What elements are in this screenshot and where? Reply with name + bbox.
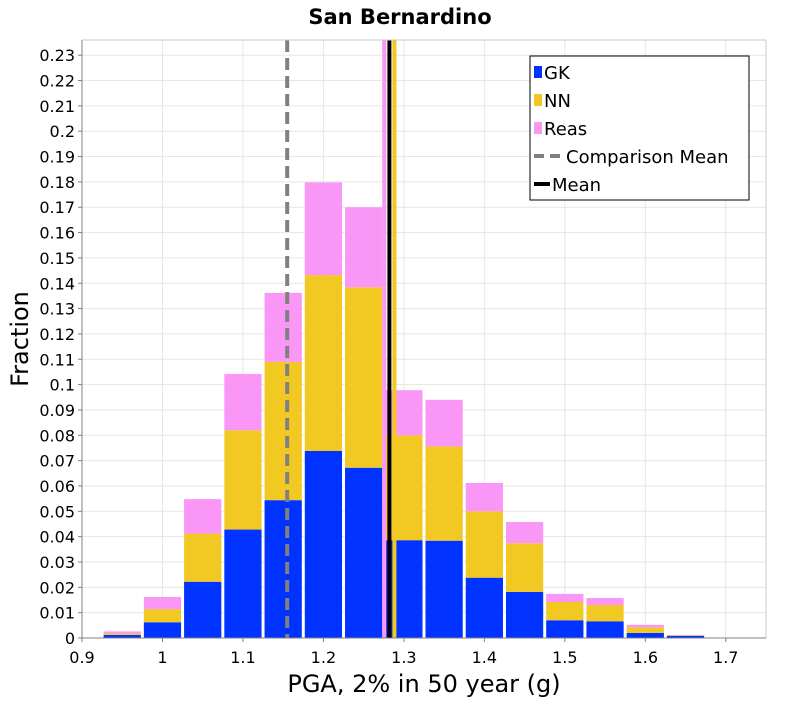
y-tick-label: 0.06	[39, 477, 75, 496]
y-tick-label: 0.19	[39, 148, 75, 167]
x-tick-label: 1.6	[633, 648, 658, 667]
bar-nn	[465, 511, 503, 578]
x-tick-label: 1.3	[391, 648, 416, 667]
bar-gk	[626, 632, 664, 638]
legend-swatch-gk	[534, 66, 542, 78]
y-tick-label: 0.18	[39, 173, 75, 192]
bar-gk	[465, 577, 503, 638]
legend-swatch-reas	[534, 122, 542, 134]
x-tick-label: 1.4	[472, 648, 497, 667]
bar-nn	[184, 533, 222, 582]
bar-nn	[264, 361, 302, 501]
legend-label: Comparison Mean	[566, 147, 729, 168]
bar-reas	[546, 593, 584, 603]
bar-nn	[224, 430, 262, 530]
legend-label: Reas	[544, 119, 587, 140]
y-tick-label: 0.16	[39, 224, 75, 243]
bar-gk	[505, 591, 544, 638]
bar-nn	[143, 609, 182, 623]
bar-nn	[385, 435, 423, 541]
y-tick-label: 0.03	[39, 553, 75, 572]
y-tick-label: 0.17	[39, 198, 75, 217]
y-axis-label: Fraction	[6, 291, 34, 387]
bar-reas	[184, 499, 222, 534]
bar-nn	[626, 627, 664, 633]
bar-reas	[425, 399, 463, 447]
bar-gk	[425, 540, 463, 638]
x-tick-label: 1.7	[713, 648, 738, 667]
bar-nn	[304, 275, 343, 451]
bar-reas	[304, 182, 343, 276]
y-tick-label: 0.15	[39, 249, 75, 268]
y-tick-label: 0.22	[39, 72, 75, 91]
bar-reas	[666, 634, 705, 636]
y-tick-label: 0.1	[50, 376, 75, 395]
bar-nn	[345, 287, 383, 468]
x-tick-label: 1.1	[230, 648, 255, 667]
y-tick-label: 0.08	[39, 426, 75, 445]
x-tick-label: 1.2	[311, 648, 336, 667]
y-tick-label: 0.21	[39, 97, 75, 116]
bar-reas	[345, 207, 383, 288]
bar-gk	[304, 450, 343, 638]
y-tick-label: 0.07	[39, 452, 75, 471]
bar-reas	[103, 631, 141, 634]
bar-nn	[546, 602, 584, 621]
bar-gk	[345, 467, 383, 638]
x-axis-label: PGA, 2% in 50 year (g)	[287, 670, 560, 698]
bar-gk	[264, 500, 302, 638]
bar-gk	[143, 622, 182, 638]
axes: 0 0.01 0.02 0.03 0.04 0.05 0.06 0.07 0.08 0.09 0.1…	[39, 39, 767, 667]
bar-gk	[586, 621, 624, 638]
bar-gk	[224, 529, 262, 638]
bars	[103, 182, 705, 638]
legend: GK NN Reas Comparison Mean Mean	[529, 55, 750, 201]
bar-nn	[505, 543, 544, 592]
bar-reas	[626, 624, 664, 628]
y-tick-label: 0.09	[39, 401, 75, 420]
legend-box	[529, 55, 750, 201]
bar-gk	[385, 540, 423, 638]
y-tick-label: 0.02	[39, 578, 75, 597]
bar-reas	[224, 373, 262, 431]
bar-reas	[465, 482, 503, 512]
bar-reas	[586, 597, 624, 606]
bar-gk	[546, 620, 584, 638]
y-tick-label: 0.04	[39, 528, 75, 547]
legend-swatch-nn	[534, 94, 542, 106]
y-tick-label: 0.01	[39, 604, 75, 623]
bar-reas	[143, 596, 182, 610]
y-tick-label: 0.14	[39, 274, 75, 293]
chart-title: San Bernardino	[308, 5, 491, 29]
bar-reas	[505, 521, 544, 544]
bar-reas	[385, 390, 423, 436]
bar-reas	[264, 292, 302, 362]
bar-nn	[103, 633, 141, 635]
bar-nn	[666, 635, 705, 636]
legend-label: NN	[544, 91, 571, 112]
x-tick-label: 0.9	[69, 648, 94, 667]
y-tick-label: 0	[65, 629, 75, 648]
y-tick-label: 0.13	[39, 300, 75, 319]
legend-label: Mean	[552, 175, 601, 196]
bar-nn	[586, 605, 624, 622]
x-tick-label: 1	[157, 648, 167, 667]
x-tick-label: 1.5	[552, 648, 577, 667]
legend-label: GK	[544, 63, 571, 84]
bar-gk	[184, 581, 222, 638]
y-tick-label: 0.23	[39, 46, 75, 65]
y-tick-label: 0.11	[39, 350, 75, 369]
mean-lines	[285, 40, 397, 638]
y-tick-label: 0.12	[39, 325, 75, 344]
bar-gk	[103, 634, 141, 638]
y-tick-label: 0.05	[39, 502, 75, 521]
bar-nn	[425, 446, 463, 541]
bar-gk	[666, 635, 705, 638]
y-tick-label: 0.2	[50, 122, 75, 141]
